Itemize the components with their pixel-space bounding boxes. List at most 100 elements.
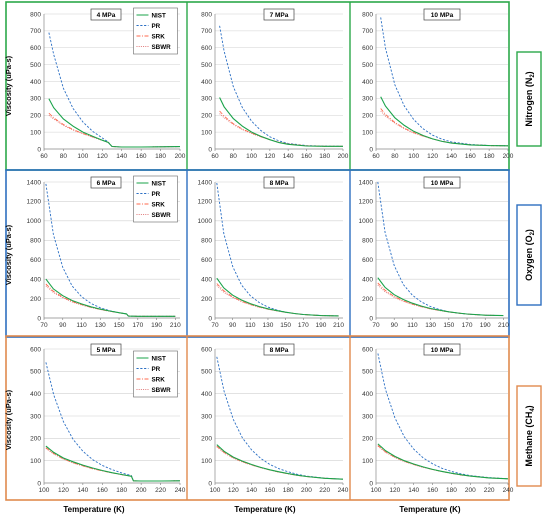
y-tick-label: 400 xyxy=(201,276,212,283)
panel-r0-c1: 0 100 200 300 400 500 600 700 800 60 80 100 120 140 16… xyxy=(201,8,349,160)
x-tick-label: 170 xyxy=(298,322,309,329)
x-tick-label: 180 xyxy=(446,487,457,494)
legend-label-srk: SRK xyxy=(151,33,165,40)
x-tick-label: 200 xyxy=(503,153,514,160)
x-tick-label: 220 xyxy=(484,487,495,494)
panel-title: 4 MPa xyxy=(97,12,116,19)
panel-r1-c0: 0 200 400 600 800 1000 1200 1400 70 90 110 130 150 17… xyxy=(27,175,181,329)
y-tick-label: 500 xyxy=(30,369,41,376)
y-tick-label: 200 xyxy=(362,296,373,303)
y-tick-label: 0 xyxy=(208,480,212,487)
x-tick-label: 180 xyxy=(484,153,495,160)
y-tick-label: 0 xyxy=(369,146,373,153)
series-srk xyxy=(45,447,181,482)
panel-title: 10 MPa xyxy=(431,12,454,19)
y-tick-label: 1200 xyxy=(27,199,42,206)
x-tick-label: 190 xyxy=(151,322,162,329)
x-tick-label: 160 xyxy=(465,153,476,160)
ylabel-row-1: Viscosity (uPa-s) xyxy=(4,224,13,285)
legend-label-pr: PR xyxy=(151,23,160,30)
y-tick-label: 300 xyxy=(362,413,373,420)
y-tick-label: 400 xyxy=(201,79,212,86)
series-nist xyxy=(45,278,176,317)
series-sbwr xyxy=(216,285,339,317)
x-tick-label: 160 xyxy=(301,153,312,160)
x-tick-label: 70 xyxy=(40,322,48,329)
y-tick-label: 400 xyxy=(30,79,41,86)
y-tick-label: 0 xyxy=(37,480,41,487)
x-tick-label: 150 xyxy=(443,322,454,329)
x-tick-label: 120 xyxy=(58,487,69,494)
y-tick-label: 600 xyxy=(30,346,41,353)
x-tick-label: 130 xyxy=(95,322,106,329)
series-pr xyxy=(377,353,509,480)
legend: NIST PR SRK SBWR xyxy=(133,7,178,55)
panel-r0-c2: 0 100 200 300 400 500 600 700 800 60 80 100 120 140 16… xyxy=(362,8,514,160)
x-tick-label: 90 xyxy=(59,322,67,329)
series-srk xyxy=(377,445,509,480)
x-tick-label: 110 xyxy=(407,322,418,329)
panel-title-box xyxy=(263,176,295,189)
x-tick-label: 120 xyxy=(264,153,275,160)
y-tick-label: 700 xyxy=(30,28,41,35)
x-tick-label: 60 xyxy=(211,153,219,160)
legend-label-pr: PR xyxy=(151,191,160,198)
x-tick-label: 170 xyxy=(462,322,473,329)
row-label-0: Nitrogen (N2) xyxy=(524,71,536,126)
panel-r1-c1: 0 200 400 600 800 1000 1200 1400 70 90 110 130 150 17… xyxy=(198,176,344,329)
xlabel-col-2: Temperature (K) xyxy=(399,505,461,514)
y-tick-label: 200 xyxy=(201,436,212,443)
x-tick-label: 80 xyxy=(60,153,68,160)
y-tick-label: 600 xyxy=(30,45,41,52)
x-tick-label: 170 xyxy=(132,322,143,329)
xlabel-col-0: Temperature (K) xyxy=(63,505,125,514)
row-frame-1 xyxy=(5,169,510,338)
series-srk xyxy=(216,445,344,480)
series-sbwr xyxy=(48,114,181,148)
x-tick-label: 70 xyxy=(372,322,380,329)
x-tick-label: 220 xyxy=(319,487,330,494)
legend-box xyxy=(133,7,178,55)
x-tick-label: 180 xyxy=(319,153,330,160)
x-tick-label: 220 xyxy=(155,487,166,494)
series-sbwr xyxy=(45,448,181,482)
y-tick-label: 100 xyxy=(30,129,41,136)
series-sbwr xyxy=(380,110,509,147)
panel-title-box xyxy=(90,8,122,21)
y-tick-label: 0 xyxy=(37,315,41,322)
row-frame-2 xyxy=(5,335,510,501)
legend-label-nist: NIST xyxy=(151,180,165,187)
x-tick-label: 120 xyxy=(228,487,239,494)
panel-title: 8 MPa xyxy=(270,347,289,354)
x-tick-label: 190 xyxy=(316,322,327,329)
y-tick-label: 1200 xyxy=(198,199,213,206)
y-tick-label: 200 xyxy=(30,113,41,120)
panel-title-box xyxy=(90,343,122,356)
row-label-box-1 xyxy=(516,204,542,306)
x-tick-label: 160 xyxy=(427,487,438,494)
row-label-1: Oxygen (O2) xyxy=(524,229,536,281)
y-tick-label: 400 xyxy=(362,276,373,283)
legend-label-srk: SRK xyxy=(151,201,165,208)
row-label-box-2 xyxy=(516,385,542,487)
y-tick-label: 200 xyxy=(362,113,373,120)
y-tick-label: 600 xyxy=(201,45,212,52)
series-pr xyxy=(219,25,344,147)
y-tick-label: 100 xyxy=(362,458,373,465)
y-tick-label: 800 xyxy=(362,11,373,18)
y-tick-label: 800 xyxy=(201,11,212,18)
series-srk xyxy=(48,112,181,148)
panel-title-box xyxy=(423,176,461,189)
legend-label-sbwr: SBWR xyxy=(151,44,171,51)
legend-label-srk: SRK xyxy=(151,376,165,383)
y-tick-label: 200 xyxy=(30,296,41,303)
ylabel-row-0: Viscosity (uPa-s) xyxy=(4,55,13,116)
x-tick-label: 100 xyxy=(77,153,88,160)
panel-r1-c2: 0 200 400 600 800 1000 1200 1400 70 90 110 130 150 17… xyxy=(359,176,509,329)
y-tick-label: 800 xyxy=(30,238,41,245)
